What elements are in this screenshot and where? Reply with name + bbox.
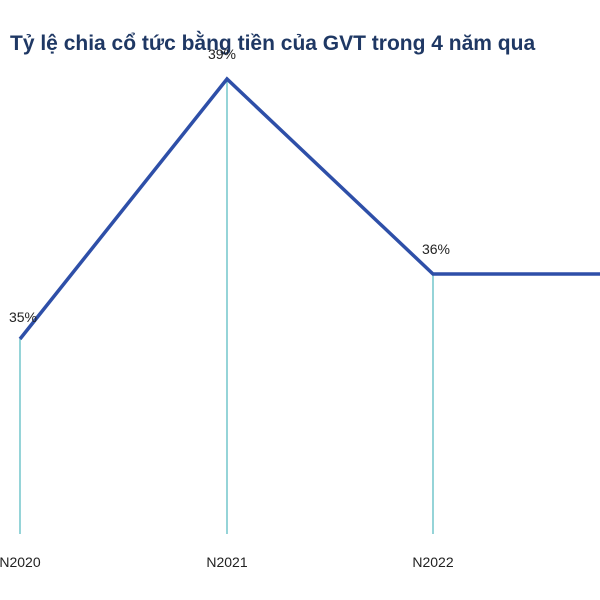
tick-label-n2020: N2020 (0, 554, 41, 570)
series-line (18, 76, 600, 341)
chart-title: Tỷ lệ chia cổ tức bằng tiền của GVT tron… (10, 31, 535, 55)
data-label-n2022: 36% (422, 241, 450, 257)
x-axis-ticks: N2020N2021N2022N2023 (0, 554, 454, 570)
tick-label-n2022: N2022 (412, 554, 453, 570)
data-labels: 35% 39% 36% (9, 46, 450, 325)
data-label-n2021: 39% (208, 46, 236, 62)
series-layer (18, 76, 600, 341)
drop-lines (19, 79, 434, 534)
tick-label-n2021: N2021 (206, 554, 247, 570)
data-label-n2020: 35% (9, 309, 37, 325)
